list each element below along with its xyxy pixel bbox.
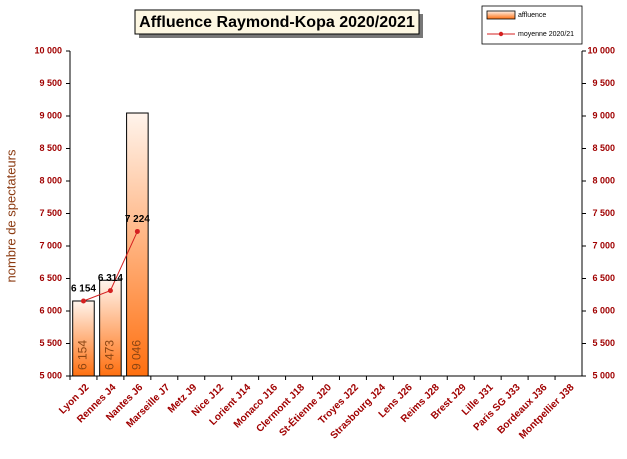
y-tick-label: 7 000	[39, 240, 62, 250]
bar	[99, 279, 122, 377]
y2-tick-label: 5 000	[592, 370, 615, 380]
line-point	[134, 228, 140, 234]
line-point	[80, 298, 86, 304]
bar-value-label: 6 154	[76, 340, 90, 370]
y-tick-label: 9 000	[39, 110, 62, 120]
chart-title: Affluence Raymond-Kopa 2020/2021	[139, 14, 415, 31]
y2-tick-label: 8 000	[592, 175, 615, 185]
bar-value-label: 9 046	[130, 340, 144, 370]
legend-label: affluence	[518, 12, 546, 19]
y2-tick-label: 6 000	[592, 305, 615, 315]
y-axis-label: nombre de spectateurs	[3, 149, 18, 282]
title-box	[134, 9, 420, 35]
y-tick-label: 10 000	[34, 45, 62, 55]
line-value-label: 7 224	[125, 214, 150, 225]
y-tick-label: 5 500	[39, 338, 62, 348]
y-tick-label: 8 000	[39, 175, 62, 185]
line-value-label: 6 314	[98, 273, 123, 284]
y-tick-label: 5 000	[39, 370, 62, 380]
y-tick-label: 8 500	[39, 143, 62, 153]
y2-tick-label: 9 000	[592, 110, 615, 120]
y2-tick-label: 7 500	[592, 208, 615, 218]
y2-tick-label: 7 000	[592, 240, 615, 250]
legend-box	[481, 5, 583, 45]
y-tick-label: 6 500	[39, 273, 62, 283]
line-value-label: 6 154	[71, 284, 96, 295]
y2-tick-label: 6 500	[592, 273, 615, 283]
y2-tick-label: 5 500	[592, 338, 615, 348]
legend-label: moyenne 2020/21	[518, 31, 574, 38]
bar-value-label: 6 473	[103, 340, 117, 370]
y2-tick-label: 10 000	[587, 45, 615, 55]
y2-tick-label: 8 500	[592, 143, 615, 153]
line-point	[107, 288, 113, 294]
legend-swatch-dot	[498, 31, 504, 37]
bar	[126, 112, 149, 377]
y-tick-label: 7 500	[39, 208, 62, 218]
y-tick-label: 9 500	[39, 78, 62, 88]
y2-tick-label: 9 500	[592, 78, 615, 88]
y-tick-label: 6 000	[39, 305, 62, 315]
legend-swatch	[486, 10, 516, 20]
